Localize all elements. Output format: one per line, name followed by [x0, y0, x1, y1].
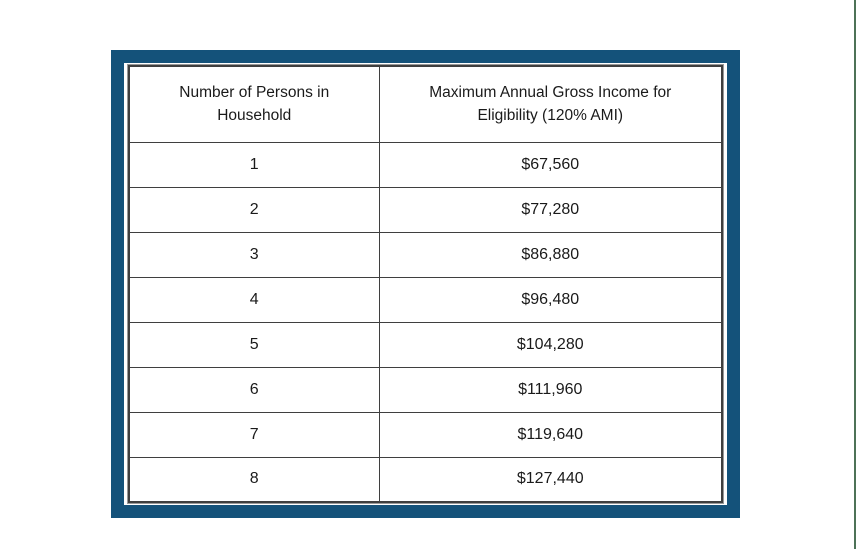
household-size-cell: 7 — [128, 411, 380, 458]
income-cell: $111,960 — [378, 366, 723, 413]
table-row: 8 $127,440 — [128, 456, 723, 503]
household-size-cell: 2 — [128, 186, 380, 233]
table-row: 1 $67,560 — [128, 141, 723, 188]
table-row: 4 $96,480 — [128, 276, 723, 323]
income-cell: $86,880 — [378, 231, 723, 278]
table-row: 2 $77,280 — [128, 186, 723, 233]
income-cell: $96,480 — [378, 276, 723, 323]
table-row: 5 $104,280 — [128, 321, 723, 368]
income-cell: $67,560 — [378, 141, 723, 188]
household-size-cell: 3 — [128, 231, 380, 278]
income-cell: $119,640 — [378, 411, 723, 458]
household-size-cell: 6 — [128, 366, 380, 413]
table-row: 3 $86,880 — [128, 231, 723, 278]
header-max-annual-gross-income: Maximum Annual Gross Income for Eligibil… — [378, 65, 723, 143]
household-size-cell: 8 — [128, 456, 380, 503]
table-row: 7 $119,640 — [128, 411, 723, 458]
right-edge-line — [854, 0, 856, 549]
header-persons-in-household: Number of Persons in Household — [128, 65, 380, 143]
table-row: 6 $111,960 — [128, 366, 723, 413]
household-size-cell: 4 — [128, 276, 380, 323]
income-cell: $104,280 — [378, 321, 723, 368]
income-cell: $127,440 — [378, 456, 723, 503]
household-size-cell: 5 — [128, 321, 380, 368]
table-frame: Number of Persons in Household Maximum A… — [111, 50, 740, 518]
income-cell: $77,280 — [378, 186, 723, 233]
income-eligibility-table: Number of Persons in Household Maximum A… — [127, 64, 724, 504]
household-size-cell: 1 — [128, 141, 380, 188]
header-row: Number of Persons in Household Maximum A… — [128, 65, 723, 143]
